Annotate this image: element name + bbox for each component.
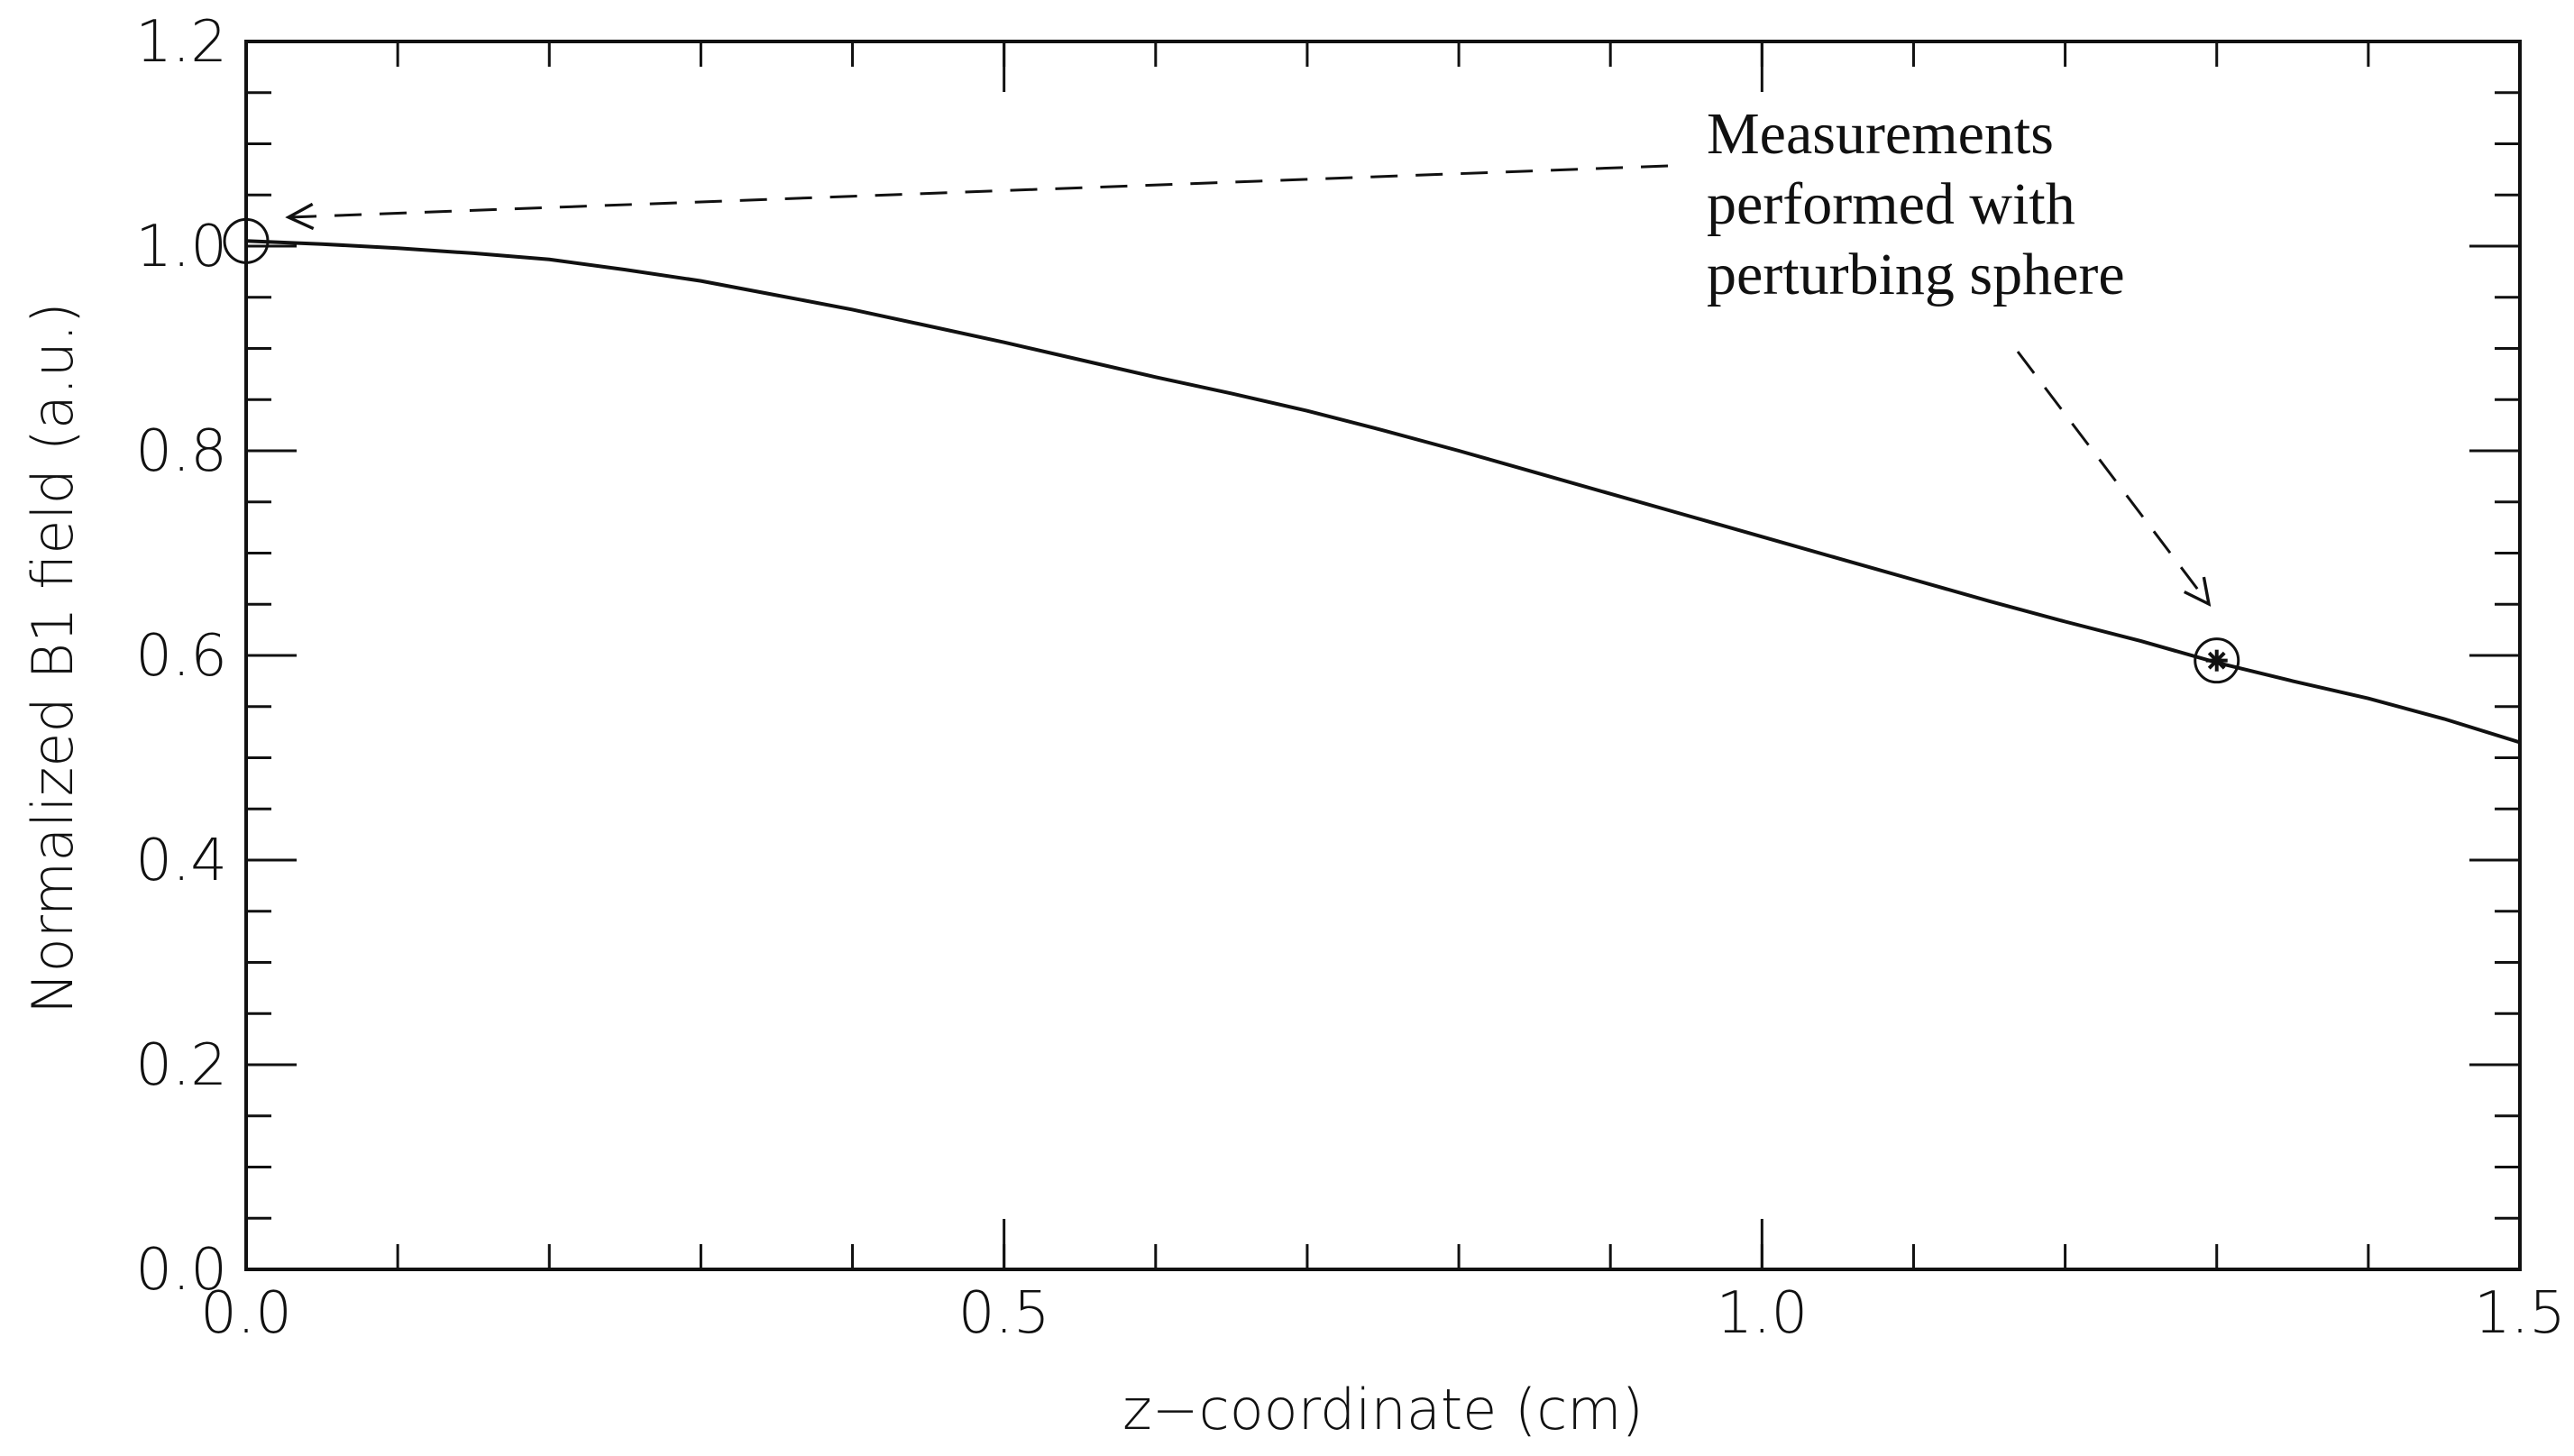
annotation-arrow-to-second-point [2016, 351, 2209, 604]
x-tick-label: 1.0 [1716, 1280, 1808, 1347]
x-tick-label: 1.5 [2474, 1280, 2566, 1347]
annotation: Measurements performed with perturbing s… [289, 101, 2209, 604]
annotation-line-2: performed with [1707, 171, 2075, 237]
measurement-markers [223, 217, 2240, 684]
y-tick-label: 0.0 [135, 1237, 227, 1304]
y-tick-label: 0.6 [135, 623, 227, 690]
measurement-2-star [2205, 649, 2228, 672]
x-axis-label: z−coordinate (cm) [1122, 1377, 1644, 1442]
plot-frame [244, 40, 2522, 1271]
axis-ticks [244, 40, 2522, 1271]
annotation-line-3: perturbing sphere [1707, 242, 2125, 307]
measurement-2-circle [2194, 637, 2240, 684]
x-tick-label: 0.5 [958, 1280, 1050, 1347]
y-tick-label: 1.0 [135, 214, 227, 280]
measurement-1-circle [223, 217, 270, 264]
annotation-line-1: Measurements [1707, 101, 2054, 167]
y-tick-label: 0.2 [135, 1032, 227, 1099]
axis-tick-labels: 0.0 0.5 1.0 1.5 0.0 0.2 0.4 0.6 0.8 1.0 1.2 [135, 9, 2566, 1347]
y-tick-label: 1.2 [135, 9, 227, 76]
y-axis-label: Normalized B1 field (a.u.) [20, 302, 86, 1014]
y-tick-label: 0.8 [135, 418, 227, 485]
y-tick-label: 0.4 [135, 828, 227, 894]
annotation-arrow-to-first-point [289, 164, 1669, 217]
series-line-b1-field [245, 239, 2521, 745]
x-tick-label: 0.0 [200, 1280, 292, 1347]
